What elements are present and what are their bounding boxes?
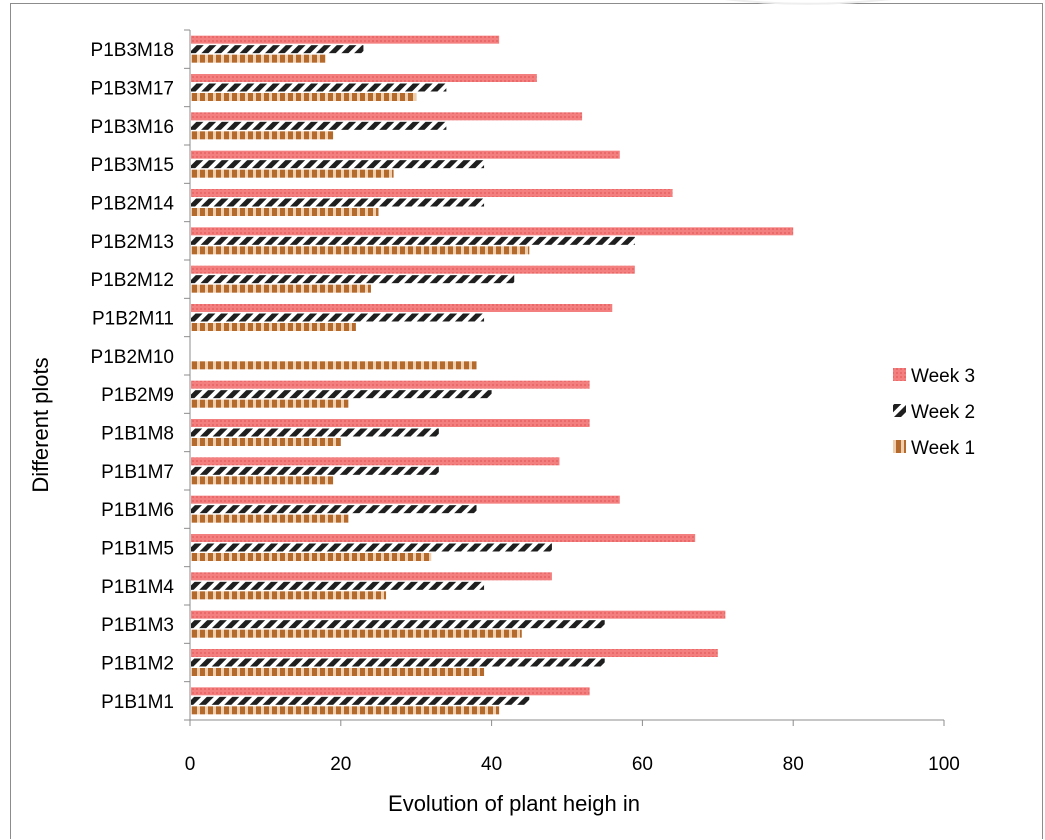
bar-week-3-p1b2m13 <box>191 227 794 236</box>
bar-week-1-p1b2m13 <box>191 246 530 255</box>
bar-week-3-p1b1m6 <box>191 495 620 504</box>
bar-week-2-p1b1m5 <box>191 543 552 552</box>
bar-week-2-p1b2m11 <box>191 313 485 322</box>
bar-week-3-p1b3m15 <box>191 150 620 159</box>
bar-week-2-p1b3m16 <box>191 121 447 130</box>
bar-week-2-p1b3m17 <box>191 83 447 92</box>
bar-week-1-p1b1m3 <box>191 629 522 638</box>
bar-week-1-p1b1m1 <box>191 706 500 715</box>
bar-week-1-p1b3m15 <box>191 169 394 178</box>
bar-week-3-p1b1m8 <box>191 419 590 427</box>
bar-week-1-p1b2m14 <box>191 208 379 216</box>
chart-frame <box>10 3 1043 839</box>
y-tick-label-p1b2m13: P1B2M13 <box>91 232 174 253</box>
bar-week-2-p1b1m8 <box>191 428 439 437</box>
x-tick-label: 40 <box>481 754 502 775</box>
bar-week-3-p1b1m7 <box>191 457 560 466</box>
bar-week-3-p1b3m16 <box>191 112 583 121</box>
bar-week-2-p1b1m7 <box>191 466 439 475</box>
y-tick-label-p1b1m4: P1B1M4 <box>101 577 174 598</box>
y-tick-label-p1b1m1: P1B1M1 <box>101 692 174 713</box>
bar-week-1-p1b3m16 <box>191 131 334 140</box>
x-tick-label: 80 <box>783 754 804 775</box>
bar-week-2-p1b3m18 <box>191 45 364 54</box>
y-tick-label-p1b2m11: P1B2M11 <box>92 309 174 330</box>
bar-week-1-p1b1m5 <box>191 553 432 561</box>
bar-week-3-p1b1m5 <box>191 534 696 542</box>
bar-week-3-p1b1m2 <box>191 649 718 657</box>
y-tick-label-p1b3m18: P1B3M18 <box>91 40 174 61</box>
bar-week-2-p1b1m6 <box>191 505 477 514</box>
x-tick-label: 20 <box>330 754 351 775</box>
bar-week-2-p1b2m12 <box>191 275 515 284</box>
bar-week-2-p1b1m3 <box>191 620 605 629</box>
bar-week-3-p1b1m3 <box>191 610 726 619</box>
bar-week-1-p1b2m12 <box>191 284 371 293</box>
y-axis-labels: P1B1M1 P1B1M2 P1B1M3 P1B1M4 P1B1M5 P1B1M6 P1B1… <box>91 40 175 713</box>
y-tick-label-p1b3m17: P1B3M17 <box>91 79 174 100</box>
bar-week-1-p1b2m10 <box>191 361 477 370</box>
bar-week-1-p1b1m7 <box>191 476 334 485</box>
bar-week-3-p1b2m14 <box>191 189 673 197</box>
y-axis-title: Different plots <box>28 357 53 492</box>
bar-week-3-p1b2m11 <box>191 304 613 312</box>
bar-week-3-p1b2m9 <box>191 380 590 389</box>
legend-label-week-3: Week 3 <box>911 366 975 387</box>
bar-week-1-p1b2m11 <box>191 323 356 331</box>
x-axis-labels: 0 20 40 60 80 100 <box>185 754 960 775</box>
bar-week-3-p1b1m4 <box>191 572 552 581</box>
legend-swatch-week-2 <box>893 404 906 417</box>
bar-week-1-p1b2m9 <box>191 399 349 408</box>
bar-week-3-p1b1m1 <box>191 687 590 696</box>
bar-week-1-p1b3m18 <box>191 54 326 63</box>
y-tick-label-p1b2m10: P1B2M10 <box>91 347 174 368</box>
y-tick-label-p1b3m15: P1B3M15 <box>91 155 174 176</box>
y-tick-label-p1b1m3: P1B1M3 <box>101 615 174 636</box>
legend-label-week-1: Week 1 <box>911 438 975 459</box>
y-tick-label-p1b3m16: P1B3M16 <box>91 117 174 138</box>
x-tick-label: 60 <box>632 754 653 775</box>
y-tick-label-p1b1m2: P1B1M2 <box>101 654 174 675</box>
bar-week-2-p1b2m13 <box>191 236 635 245</box>
y-tick-label-p1b2m9: P1B2M9 <box>101 385 174 406</box>
bar-week-1-p1b1m4 <box>191 591 387 600</box>
bar-week-1-p1b1m8 <box>191 438 341 446</box>
bar-week-1-p1b1m2 <box>191 668 485 676</box>
bar-week-2-p1b1m2 <box>191 658 605 667</box>
x-tick-label: 0 <box>185 754 196 775</box>
bar-week-2-p1b2m14 <box>191 198 485 207</box>
bar-week-3-p1b3m18 <box>191 35 500 44</box>
y-tick-label-p1b2m12: P1B2M12 <box>91 270 174 291</box>
bar-week-3-p1b3m17 <box>191 74 537 82</box>
bar-week-2-p1b2m9 <box>191 390 492 399</box>
y-tick-label-p1b1m8: P1B1M8 <box>101 424 174 445</box>
plot-area <box>184 29 945 726</box>
x-tick-label: 100 <box>928 754 960 775</box>
bar-week-1-p1b3m17 <box>191 93 417 101</box>
y-tick-label-p1b1m6: P1B1M6 <box>101 500 174 521</box>
bar-week-2-p1b1m4 <box>191 581 485 590</box>
y-tick-label-p1b1m7: P1B1M7 <box>101 462 174 483</box>
legend-swatch-week-3 <box>893 368 906 381</box>
legend: Week 3 Week 2 Week 1 <box>893 366 975 459</box>
x-axis-title: Evolution of plant heigh in <box>388 791 640 816</box>
bar-week-3-p1b2m12 <box>191 265 635 274</box>
y-tick-label-p1b2m14: P1B2M14 <box>91 194 175 215</box>
bar-week-1-p1b1m6 <box>191 514 349 523</box>
bar-week-2-p1b1m1 <box>191 696 530 705</box>
legend-swatch-week-1 <box>893 440 906 453</box>
legend-label-week-2: Week 2 <box>911 402 975 423</box>
y-tick-label-p1b1m5: P1B1M5 <box>101 539 174 560</box>
bar-week-2-p1b3m15 <box>191 160 485 169</box>
